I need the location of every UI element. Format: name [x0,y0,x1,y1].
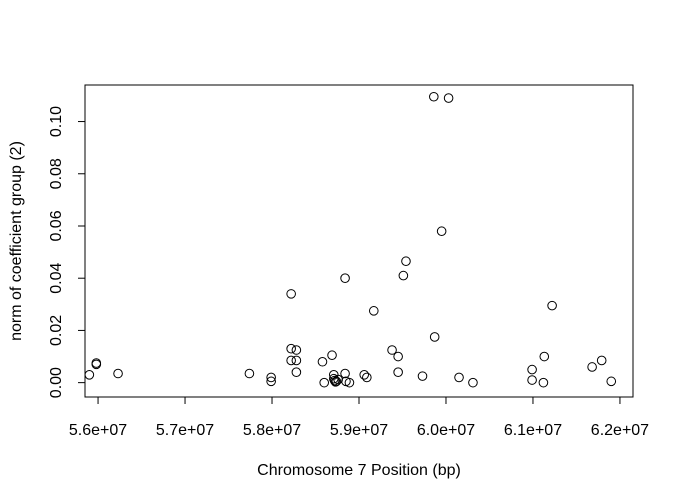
x-tick-label: 6.2e+07 [591,422,649,439]
data-point [401,256,411,267]
data-point [266,376,276,387]
y-tick-label: 0.04 [48,263,65,294]
data-point [362,372,372,383]
data-point [344,377,355,388]
data-point [429,91,439,102]
data-point [291,345,302,355]
y-tick-label: 0.06 [48,210,65,241]
data-point [596,355,607,366]
data-point [538,377,549,388]
x-tick-label: 5.8e+07 [243,422,301,439]
x-axis: 5.6e+07 5.7e+07 5.8e+07 5.9e+07 6.0e+07 6.1e+… [69,396,649,439]
y-axis: 0.00 0.02 0.04 0.06 0.08 0.10 [48,106,86,398]
data-point [547,300,557,311]
data-point [286,289,296,299]
data-point [286,355,296,366]
data-point [331,376,342,387]
data-point [468,377,478,388]
data-point [340,368,350,379]
data-point [429,332,440,342]
y-tick-label: 0.02 [48,315,65,346]
data-point [91,359,102,370]
data-point [368,306,379,316]
data-point [291,367,302,377]
data-point [398,270,409,281]
plot-frame [84,84,634,398]
data-point [436,226,447,237]
data-point [340,273,350,284]
y-axis-label: norm of coefficient group (2) [8,141,25,341]
data-point [527,364,537,375]
data-point [84,370,95,380]
y-tick-label: 0.08 [48,158,65,189]
data-point [286,343,296,354]
data-point [587,362,597,372]
data-point [113,368,123,379]
data-point [244,368,255,379]
data-point [266,372,276,383]
data-point [417,371,428,381]
data-point [527,375,537,385]
data-point [291,355,302,366]
data-point [393,367,403,377]
data-point [359,370,370,380]
data-point [319,377,330,388]
data-point [539,351,550,362]
data-points [84,91,617,388]
x-tick-label: 5.6e+07 [69,422,127,439]
data-point [443,93,454,103]
x-axis-label: Chromosome 7 Position (bp) [257,462,461,479]
data-point [393,351,403,362]
data-point [454,372,464,383]
y-tick-label: 0.00 [48,367,65,398]
data-point [606,376,617,387]
data-point [387,345,397,355]
x-tick-label: 5.9e+07 [330,422,388,439]
x-tick-label: 6.1e+07 [504,422,562,439]
x-tick-label: 6.0e+07 [417,422,475,439]
data-point [317,356,328,367]
x-tick-label: 5.7e+07 [156,422,214,439]
y-tick-label: 0.10 [48,106,65,137]
data-point [327,350,337,361]
